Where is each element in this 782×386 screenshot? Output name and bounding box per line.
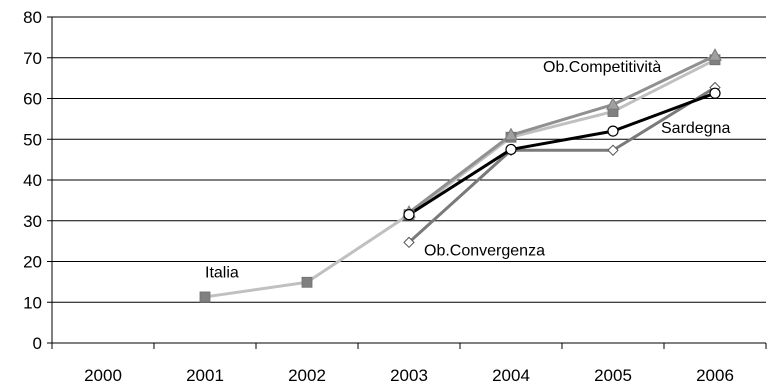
- annotation-label: Ob.Convergenza: [424, 242, 545, 259]
- y-tick-label: 40: [23, 171, 42, 190]
- x-tick-label: 2000: [84, 366, 122, 385]
- x-tick-label: 2004: [492, 366, 530, 385]
- y-tick-label: 70: [23, 49, 42, 68]
- series-line-competitivita: [408, 54, 716, 214]
- annotation-label: Sardegna: [661, 120, 730, 137]
- x-tick-label: 2006: [696, 366, 734, 385]
- series-line-convergenza: [407, 86, 716, 244]
- series-lines: [204, 54, 716, 299]
- y-tick-label: 0: [33, 334, 42, 353]
- data-point-competitivita: [504, 127, 518, 141]
- data-point-italia: [301, 276, 313, 288]
- data-point-convergenza: [607, 144, 619, 156]
- y-tick-label: 30: [23, 212, 42, 231]
- data-point-convergenza: [403, 236, 415, 249]
- annotation-label: Italia: [205, 265, 239, 282]
- y-tick-label: 80: [23, 8, 42, 27]
- x-tick-label: 2002: [288, 366, 326, 385]
- data-point-competitivita: [606, 97, 620, 110]
- series-annotations: Italia Ob.Convergenza Ob.Competitività Sard…: [205, 59, 730, 282]
- axes: [47, 16, 767, 349]
- data-point-competitivita: [708, 48, 722, 61]
- y-axis-tick-labels: 0 10 20 30 40 50 60 70 80: [23, 8, 42, 353]
- series-line-italia: [204, 58, 716, 299]
- gridlines: [52, 16, 766, 303]
- y-tick-label: 10: [23, 293, 42, 312]
- data-point-sardegna: [709, 87, 721, 99]
- x-tick-label: 2001: [186, 366, 224, 385]
- y-tick-label: 60: [23, 90, 42, 109]
- y-tick-label: 20: [23, 253, 42, 272]
- y-tick-label: 50: [23, 130, 42, 149]
- data-point-sardegna: [403, 209, 415, 221]
- data-point-sardegna: [505, 143, 517, 156]
- x-tick-label: 2005: [594, 366, 632, 385]
- data-point-sardegna: [607, 125, 619, 137]
- series-markers: [199, 48, 722, 303]
- data-point-italia: [199, 291, 211, 303]
- x-tick-label: 2003: [390, 366, 428, 385]
- series-line-sardegna: [408, 91, 716, 216]
- x-axis-tick-labels: 2000 2001 2002 2003 2004 2005 2006: [84, 366, 734, 385]
- annotation-label: Ob.Competitività: [543, 59, 661, 76]
